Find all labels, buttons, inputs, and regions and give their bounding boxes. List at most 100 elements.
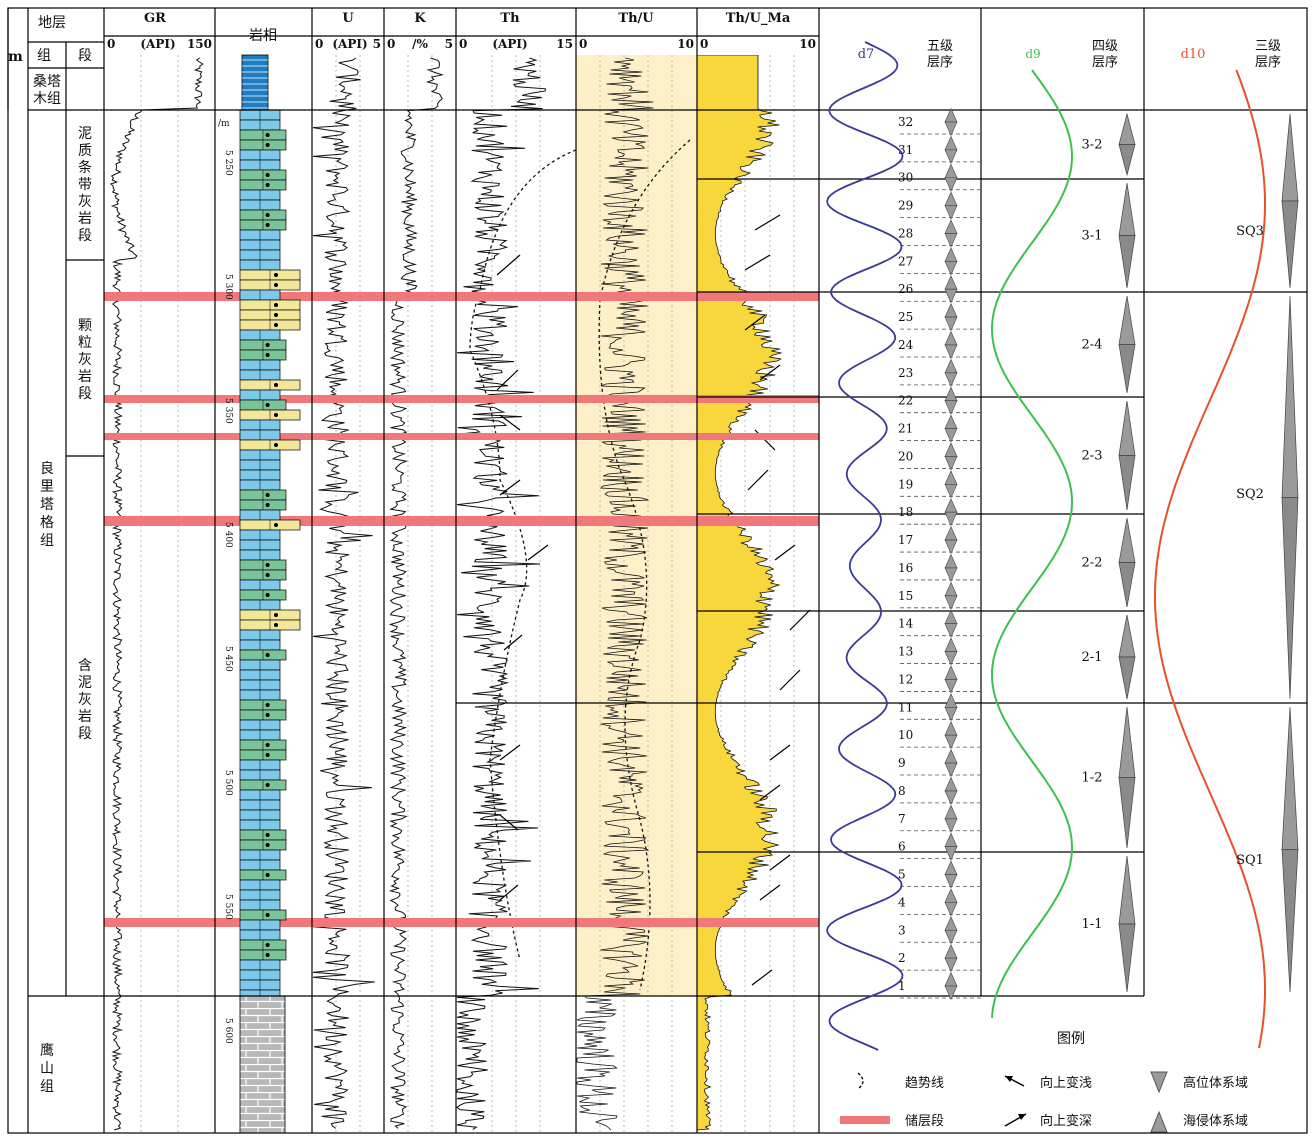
tst-triangle [944,832,958,847]
hst-triangle [944,985,958,1001]
svg-text:塔: 塔 [40,497,54,513]
svg-text:泥: 泥 [78,675,92,691]
hst-triangle [944,149,958,164]
fifth-order-cycle-label: 20 [898,449,913,463]
k-unit: /% [412,37,428,51]
trend-arrow [496,369,519,391]
fifth-order-cycle-label: 12 [898,672,913,686]
hst-triangle [944,957,958,973]
depth-tick: 5 300 [223,274,233,300]
svg-text:层序: 层序 [927,55,953,70]
fifth-order-cycle-label: 16 [898,561,913,575]
tst-triangle [944,553,958,569]
svg-text:组: 组 [40,1079,54,1095]
trend-arrow [789,609,811,631]
fifth-order-cycle-label: 24 [898,338,914,352]
u-unit: (API) [332,37,367,51]
svg-text:层序: 层序 [1255,55,1281,70]
hst-triangle [944,539,958,555]
unit-label: m [8,49,23,65]
fifth-order-cycle-label: 17 [898,533,913,547]
fifth-order-cycle-label: 4 [898,895,906,909]
gr-max: 150 [187,37,212,51]
trend-arrow [499,814,519,831]
trend-arrow [779,669,801,691]
svg-text:三级: 三级 [1255,39,1281,54]
trend-arrow [759,364,781,381]
tst-triangle [944,888,958,903]
depth-tick: 5 500 [223,770,233,796]
tst-triangle [944,944,958,959]
tst-triangle [1118,182,1136,236]
trend-arrow [503,634,523,651]
lithofacies-header: 岩相 [249,28,277,44]
hst-triangle [944,874,958,889]
svg-text:灰: 灰 [78,692,92,708]
svg-text:段: 段 [78,386,92,402]
tst-triangle [944,275,958,290]
formation-yingshan: 鹰山组 [40,1043,54,1095]
hst-triangle [944,121,958,137]
fourth-order-sequence-label: 3-1 [1082,229,1103,244]
lithofacies-column: /m 5 250 5 300 5 350 5 400 5 450 5 500 5 550 5 6… [218,54,301,1134]
fifth-order-cycle-label: 30 [898,171,913,185]
hst-triangle [944,846,958,861]
svg-text:段: 段 [78,726,92,742]
tst-triangle [1118,517,1136,563]
tst-triangle [944,107,958,123]
th-title: Th [500,11,520,26]
svg-text:鹰: 鹰 [40,1043,54,1059]
fifth-order-cycle-label: 19 [898,477,913,491]
depth-tick: 5 400 [223,522,233,548]
legend-hst-symbol [1150,1071,1168,1094]
fifth-order-cycle-label: 9 [898,756,906,770]
svg-text:质: 质 [78,143,92,159]
hst-triangle [944,679,958,694]
fifth-order-cycle-label: 8 [898,784,906,798]
legend-deepening-symbol [1004,1113,1027,1127]
sequence-panel: 3231302928272625242322212019181716151413… [826,41,1299,1051]
tst-triangle [944,330,958,346]
hst-triangle [944,762,958,778]
fifth-order-cycle-label: 3 [898,923,906,937]
svg-text:带: 带 [78,177,92,193]
depth-tick: 5 450 [223,646,233,672]
grid-lines [7,7,1308,1134]
tst-triangle [944,386,958,402]
hst-triangle [944,428,958,443]
svg-text:山: 山 [40,1061,54,1077]
d9-curve [991,69,1074,1019]
k-max: 5 [445,37,453,51]
tst-triangle [944,470,958,485]
d7-label: d7 [858,47,875,62]
tst-triangle [944,804,958,820]
fifth-order-cycle-label: 22 [898,394,913,408]
tst-triangle [944,358,958,374]
hst-triangle [1118,656,1136,700]
svg-text:粒: 粒 [78,335,92,351]
tst-triangle [944,414,958,429]
u-title: U [342,11,354,26]
reservoir-band [104,433,819,440]
reservoir-band [104,292,819,301]
third-order-sequence-label: SQ1 [1236,853,1264,868]
hst-triangle [944,177,958,192]
reservoir-bands [104,292,819,927]
svg-text:桑塔: 桑塔 [33,74,61,90]
tst-triangle [944,219,958,234]
legend: 图例 趋势线 储层段 向上变浅 向上变深 高位体系域 海侵体系域 [840,1031,1248,1133]
legend-tst-label: 海侵体系域 [1183,1113,1248,1129]
svg-text:组: 组 [40,533,54,549]
thuma-curve [697,55,783,1131]
thu-title: Th/U [618,11,654,26]
th-curve [456,57,547,1130]
tst-triangle [944,693,958,708]
k-min: 0 [387,37,395,51]
hst-triangle [944,316,958,332]
tst-triangle [944,191,958,206]
